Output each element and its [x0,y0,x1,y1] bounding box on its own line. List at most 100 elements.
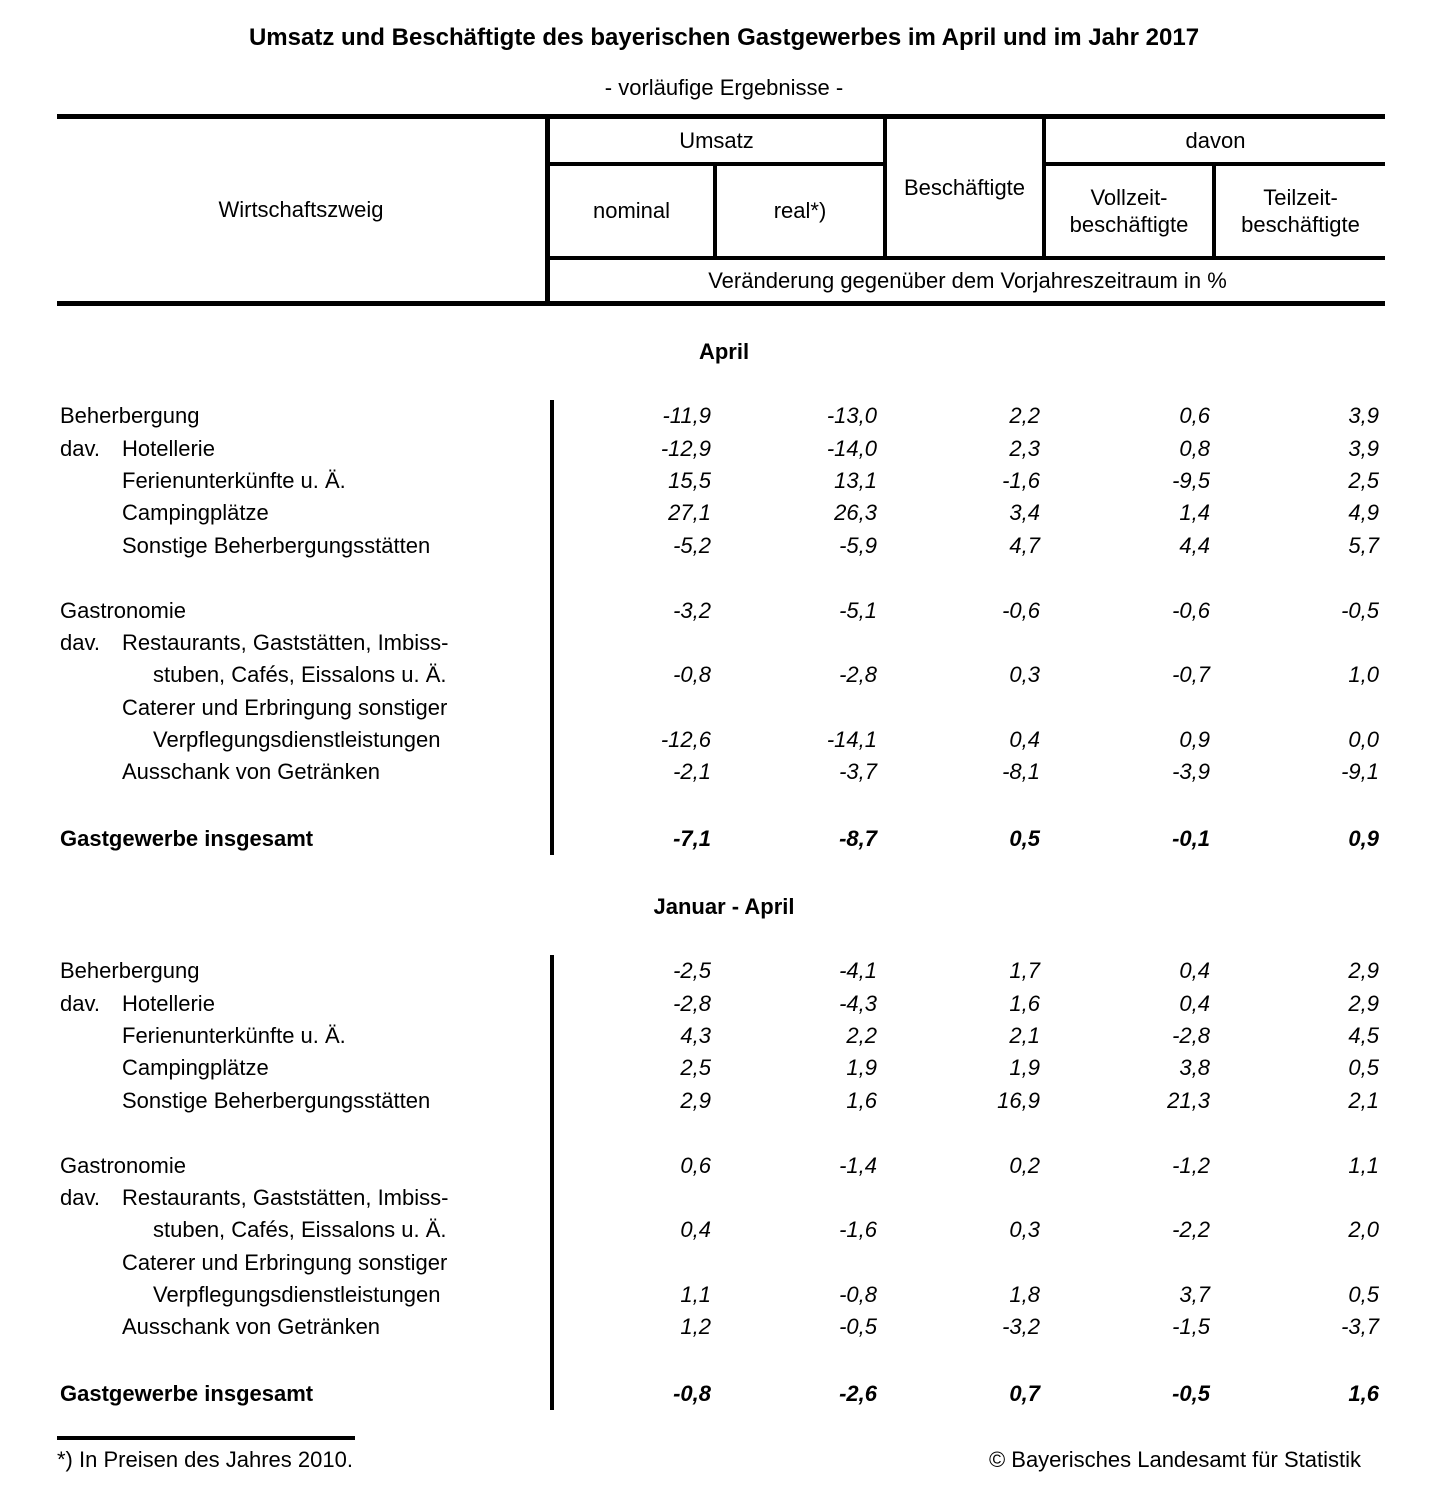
value-teilzeit: 5,7 [1348,532,1379,558]
value-nominal: -2,5 [673,958,711,984]
row-label-cell: Ausschank von Getränken [57,759,550,785]
row-label: Verpflegungsdienstleistungen [153,1282,441,1308]
row-label: Restaurants, Gaststätten, Imbiss- [122,1184,449,1210]
value-vollzeit: 0,8 [1179,435,1210,461]
table-row: Caterer und Erbringung sonstiger [57,692,1385,724]
row-label: Sonstige Beherbergungsstätten [122,1087,431,1113]
value-beschaeftigte: 0,4 [1009,727,1040,753]
row-label-cell: Gastgewerbe insgesamt [57,826,550,852]
page-title: Umsatz und Beschäftigte des bayerischen … [248,24,1200,51]
value-real: 26,3 [834,500,877,526]
row-label: Ausschank von Getränken [122,1314,381,1340]
table-row: Beherbergung -11,9 -13,0 2,2 0,6 3,9 [57,400,1385,432]
value-vollzeit: 0,4 [1179,958,1210,984]
table-row: Campingplätze 27,1 26,3 3,4 1,4 4,9 [57,497,1385,529]
row-label: Gastgewerbe insgesamt [60,825,314,851]
row-label-cell: Sonstige Beherbergungsstätten [57,1088,550,1114]
row-label-cell: dav. Restaurants, Gaststätten, Imbiss- [57,1185,550,1211]
header-wirtschaftszweig: Wirtschaftszweig [57,119,550,301]
table-row: Ferienunterkünfte u. Ä. 4,3 2,2 2,1 -2,8 4,5 [57,1020,1385,1052]
row-label-cell: Verpflegungsdienstleistungen [57,1282,550,1308]
row-label: Hotellerie [122,990,215,1016]
value-nominal: 15,5 [668,467,711,493]
value-beschaeftigte: 1,8 [1009,1282,1040,1308]
row-label-cell: dav. Restaurants, Gaststätten, Imbiss- [57,630,550,656]
header-unit-note: Veränderung gegenüber dem Vorjahreszeitr… [550,256,1385,301]
value-nominal: -0,8 [673,1380,711,1406]
section-heading-januar-april: Januar - April [653,894,795,919]
value-teilzeit: -9,1 [1341,759,1379,785]
table-total-row: Gastgewerbe insgesamt -7,1 -8,7 0,5 -0,1 0,9 [57,823,1385,855]
value-real: -1,4 [839,1152,877,1178]
value-real: -8,7 [839,825,877,851]
row-label: stuben, Cafés, Eissalons u. Ä. [153,1217,447,1243]
value-nominal: -5,2 [673,532,711,558]
row-label: Ferienunterkünfte u. Ä. [122,1022,346,1048]
row-label-cell: dav. Hotellerie [57,991,550,1017]
value-nominal: 0,4 [680,1217,711,1243]
value-nominal: 0,6 [680,1152,711,1178]
value-nominal: -0,8 [673,662,711,688]
value-vollzeit: -0,7 [1172,662,1210,688]
table-row: stuben, Cafés, Eissalons u. Ä. 0,4 -1,6 0,3… [57,1214,1385,1246]
value-beschaeftigte: 0,5 [1009,825,1040,851]
section-rows-april: Beherbergung -11,9 -13,0 2,2 0,6 3,9 dav. Hotel… [57,400,1385,856]
row-label: Gastronomie [60,597,186,623]
row-label-cell: Ferienunterkünfte u. Ä. [57,1023,550,1049]
value-vollzeit: -9,5 [1172,467,1210,493]
value-teilzeit: 3,9 [1348,435,1379,461]
table-row: Caterer und Erbringung sonstiger [57,1247,1385,1279]
table-row: Gastronomie 0,6 -1,4 0,2 -1,2 1,1 [57,1149,1385,1181]
table-row: Beherbergung -2,5 -4,1 1,7 0,4 2,9 [57,955,1385,987]
value-beschaeftigte: 1,6 [1009,990,1040,1016]
row-label-cell: Ferienunterkünfte u. Ä. [57,468,550,494]
value-real: -14,1 [826,727,877,753]
row-label-cell: Campingplätze [57,1055,550,1081]
value-teilzeit: 2,0 [1348,1217,1379,1243]
value-vollzeit: -1,2 [1172,1152,1210,1178]
value-nominal: 4,3 [680,1022,711,1048]
value-teilzeit: 0,9 [1348,825,1379,851]
value-beschaeftigte: -1,6 [1002,467,1040,493]
value-nominal: -3,2 [673,597,711,623]
page-subtitle: - vorläufige Ergebnisse - [604,75,844,100]
value-nominal: -12,6 [660,727,711,753]
value-vollzeit: -3,9 [1172,759,1210,785]
row-prefix: dav. [60,1184,100,1210]
row-label: Beherbergung [60,403,200,429]
value-vollzeit: 3,7 [1179,1282,1210,1308]
value-real: -0,5 [839,1314,877,1340]
value-vollzeit: -0,1 [1172,825,1210,851]
row-label-cell: Gastgewerbe insgesamt [57,1381,550,1407]
value-teilzeit: 2,9 [1348,990,1379,1016]
row-label-cell: stuben, Cafés, Eissalons u. Ä. [57,662,550,688]
row-label: Campingplätze [122,500,269,526]
table-row: Ausschank von Getränken 1,2 -0,5 -3,2 -1,5 -3… [57,1311,1385,1343]
value-teilzeit: 1,6 [1348,1380,1379,1406]
value-beschaeftigte: 3,4 [1009,500,1040,526]
value-real: -13,0 [826,403,877,429]
table-row-spacer [57,1117,1385,1149]
row-prefix: dav. [60,629,100,655]
table-row-spacer [57,562,1385,594]
row-label: Gastronomie [60,1152,186,1178]
value-nominal: 1,2 [680,1314,711,1340]
value-real: -0,8 [839,1282,877,1308]
value-vollzeit: 0,4 [1179,990,1210,1016]
value-teilzeit: 1,1 [1348,1152,1379,1178]
header-nominal: nominal [550,166,717,256]
row-label: Sonstige Beherbergungsstätten [122,532,431,558]
value-vollzeit: -0,5 [1172,1380,1210,1406]
value-teilzeit: 4,9 [1348,500,1379,526]
row-label: Ausschank von Getränken [122,759,381,785]
value-teilzeit: -3,7 [1341,1314,1379,1340]
row-label-cell: Ausschank von Getränken [57,1314,550,1340]
value-nominal: -12,9 [660,435,711,461]
value-vollzeit: -2,8 [1172,1022,1210,1048]
value-teilzeit: 4,5 [1348,1022,1379,1048]
value-vollzeit: 4,4 [1179,532,1210,558]
row-label-cell: Campingplätze [57,500,550,526]
value-beschaeftigte: 0,3 [1009,1217,1040,1243]
value-teilzeit: 2,5 [1348,467,1379,493]
